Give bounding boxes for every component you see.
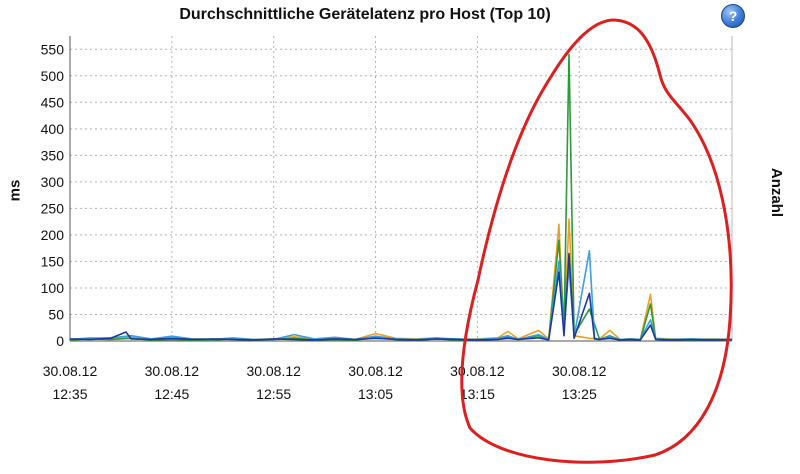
series-layer	[69, 53, 733, 341]
x-tick-time: 13:25	[562, 386, 597, 402]
y-tick-label: 550	[41, 41, 65, 57]
series-line-1	[69, 218, 733, 341]
y-tick-label: 150	[41, 253, 65, 269]
series-line-4	[69, 252, 733, 341]
chart-title: Durchschnittliche Gerätelatenz pro Host …	[179, 6, 551, 23]
y-tick-label: 450	[41, 94, 65, 110]
series-line-3	[69, 250, 732, 341]
y-tick-label: 50	[48, 306, 64, 322]
y-tick-label: 500	[41, 68, 65, 84]
axes: 0 50 100 150 200 250 300 350 400 450 500 550 30.08.1…	[41, 36, 733, 402]
x-tick-date: 30.08.12	[43, 363, 98, 379]
x-tick-time: 12:35	[52, 386, 87, 402]
y-tick-label: 350	[41, 147, 65, 163]
grid	[70, 36, 732, 341]
y-tick-label: 200	[41, 227, 65, 243]
x-tick-time: 12:45	[154, 386, 189, 402]
y-tick-label: 100	[41, 280, 65, 296]
y-tick-label: 0	[56, 333, 64, 349]
x-tick-date: 30.08.12	[246, 363, 301, 379]
x-tick-time: 13:05	[358, 386, 393, 402]
help-icon[interactable]: ?	[721, 4, 745, 28]
annotation-circle	[460, 18, 733, 464]
series-line-2	[69, 53, 733, 341]
y-tick-label: 400	[41, 121, 65, 137]
x-tick-date: 30.08.12	[145, 363, 200, 379]
y-tick-label: 300	[41, 174, 65, 190]
x-tick-time: 13:15	[460, 386, 495, 402]
x-tick-date: 30.08.12	[552, 363, 607, 379]
y-tick-label: 250	[41, 200, 65, 216]
x-tick-time: 12:55	[256, 386, 291, 402]
x-tick-date: 30.08.12	[450, 363, 505, 379]
x-tick-date: 30.08.12	[348, 363, 403, 379]
